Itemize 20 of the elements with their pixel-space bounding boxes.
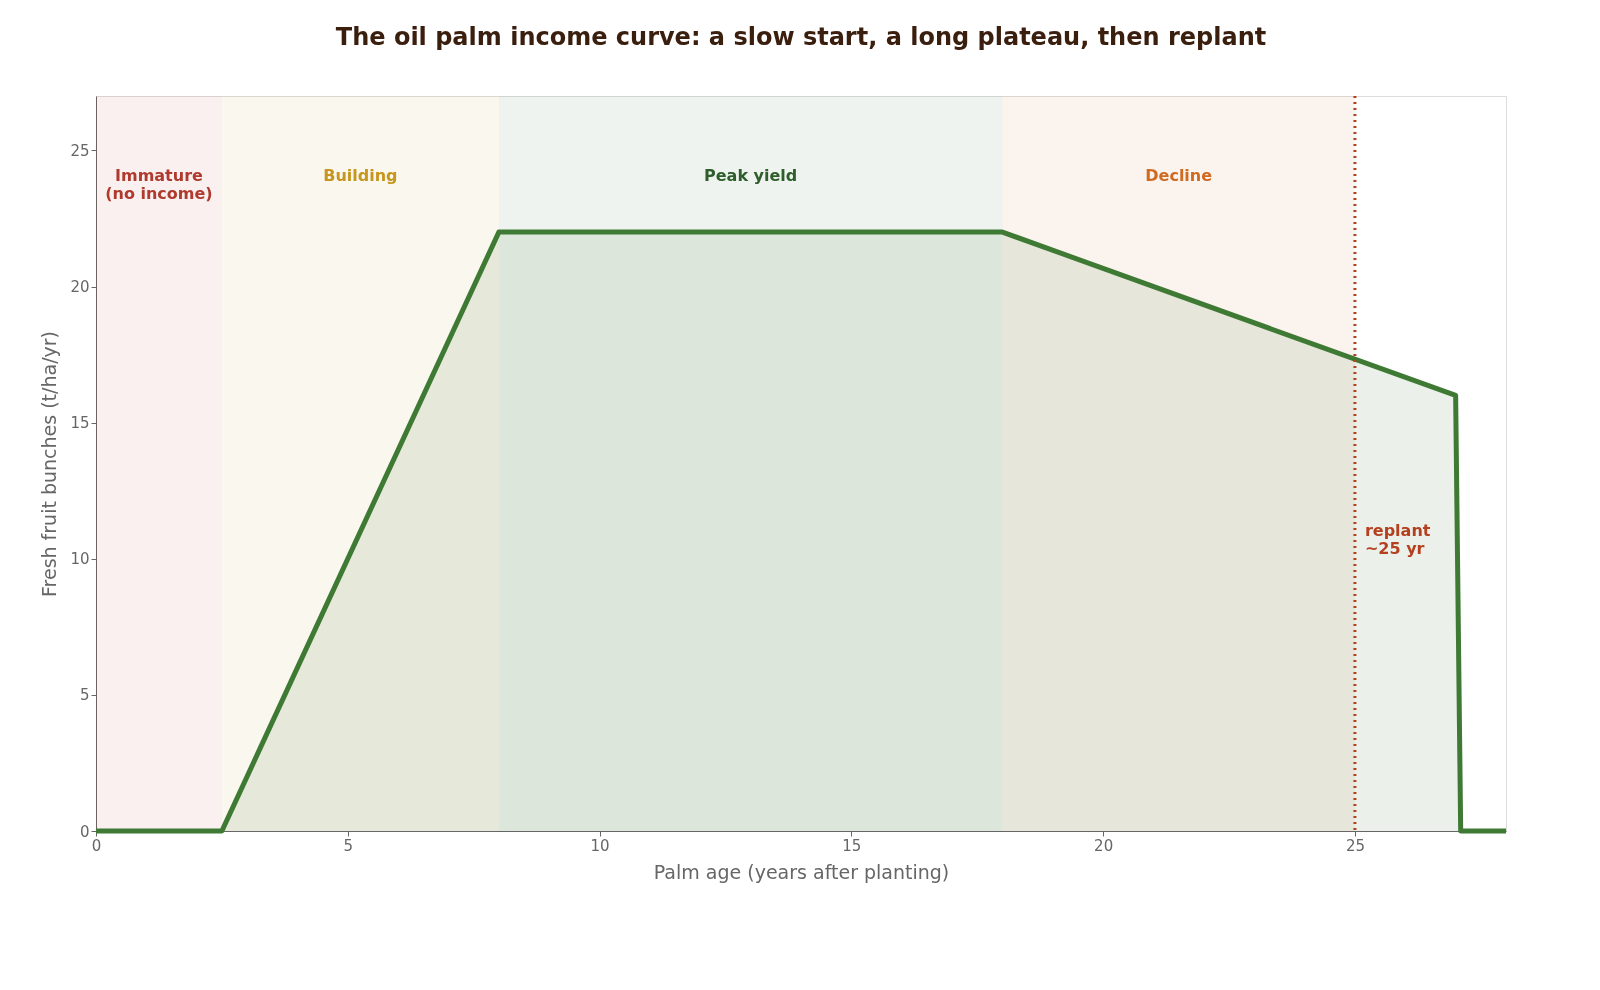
y-tick-label: 15	[70, 414, 90, 433]
y-axis-title: Fresh fruit bunches (t/ha/yr)	[38, 331, 61, 597]
ref-line-label: replant ~25 yr	[1364, 521, 1431, 558]
band-label: Peak yield	[703, 166, 798, 185]
y-tick-label: 5	[79, 686, 90, 705]
x-tick-label: 15	[842, 836, 862, 855]
band-label: Decline	[1145, 166, 1213, 185]
x-tick-label: 5	[343, 836, 354, 855]
band-label: Immature (no income)	[105, 166, 213, 203]
y-tick-label: 10	[70, 550, 90, 569]
x-tick-label: 20	[1094, 836, 1114, 855]
x-tick-label: 10	[590, 836, 610, 855]
x-axis-title: Palm age (years after planting)	[653, 860, 950, 883]
x-tick-label: 25	[1345, 836, 1365, 855]
y-tick-label: 20	[70, 278, 90, 297]
y-tick-label: 25	[70, 141, 90, 160]
band-label: Building	[323, 166, 398, 185]
y-tick-label: 0	[79, 822, 90, 841]
x-tick-label: 0	[91, 836, 102, 855]
chart-title: The oil palm income curve: a slow start, a long plateau, then replant	[335, 22, 1267, 51]
